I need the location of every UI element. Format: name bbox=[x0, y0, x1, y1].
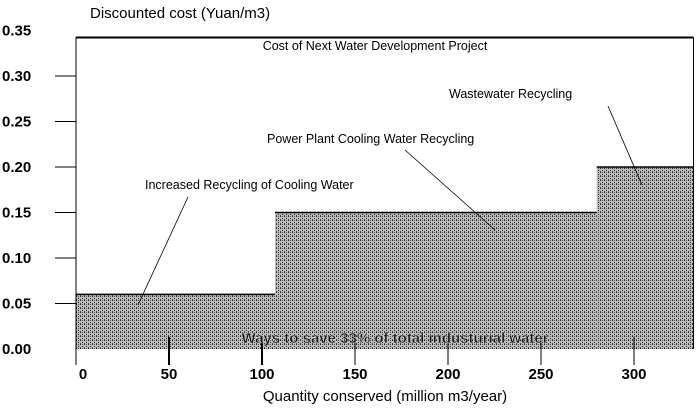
y-tick-label: 0.25 bbox=[2, 114, 31, 131]
annotation-cooling-water: Increased Recycling of Cooling Water bbox=[145, 178, 354, 192]
reference-line-label: Cost of Next Water Development Project bbox=[263, 39, 488, 53]
y-tick-label: 0.30 bbox=[2, 68, 31, 85]
y-tick-label: 0.00 bbox=[2, 341, 31, 358]
x-tick-label: 50 bbox=[161, 366, 178, 383]
leader-line-cooling-water bbox=[137, 196, 189, 306]
leader-line-power-plant bbox=[404, 149, 496, 231]
y-axis-label: Discounted cost (Yuan/m3) bbox=[90, 5, 270, 22]
x-tick-label: 150 bbox=[342, 366, 367, 383]
annotation-wastewater: Wastewater Recycling bbox=[449, 87, 572, 101]
y-tick-label: 0.15 bbox=[2, 205, 31, 222]
x-tick-label: 250 bbox=[528, 366, 553, 383]
step-bar-0 bbox=[76, 294, 276, 349]
x-tick-label: 200 bbox=[435, 366, 460, 383]
step-bar-1 bbox=[275, 212, 597, 349]
x-tick-label: 300 bbox=[621, 366, 646, 383]
y-tick-label: 0.35 bbox=[2, 23, 31, 40]
x-tick-label: 100 bbox=[249, 366, 274, 383]
leader-line-wastewater bbox=[607, 105, 643, 186]
y-tick-label: 0.20 bbox=[2, 159, 31, 176]
inner-label: Ways to save 33% of total industurial wa… bbox=[241, 330, 548, 347]
annotation-power-plant: Power Plant Cooling Water Recycling bbox=[267, 132, 474, 146]
y-tick-label: 0.10 bbox=[2, 250, 31, 267]
x-tick-label: 0 bbox=[79, 366, 87, 383]
x-axis-label: Quantity conserved (million m3/year) bbox=[263, 388, 507, 405]
y-tick-label: 0.05 bbox=[2, 296, 31, 313]
step-bar-2 bbox=[596, 167, 694, 349]
